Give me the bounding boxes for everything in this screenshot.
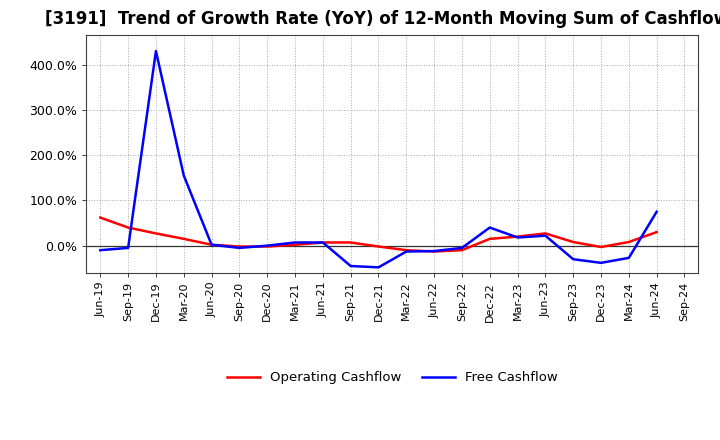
Free Cashflow	[374, 265, 383, 270]
Free Cashflow	[152, 48, 161, 54]
Operating Cashflow	[597, 244, 606, 249]
Operating Cashflow	[124, 225, 132, 230]
Free Cashflow	[458, 245, 467, 250]
Operating Cashflow	[485, 236, 494, 242]
Free Cashflow	[569, 257, 577, 262]
Line: Operating Cashflow: Operating Cashflow	[100, 218, 657, 252]
Operating Cashflow	[346, 240, 355, 245]
Line: Free Cashflow: Free Cashflow	[100, 51, 657, 268]
Operating Cashflow	[374, 244, 383, 249]
Free Cashflow	[96, 248, 104, 253]
Operating Cashflow	[458, 248, 467, 253]
Free Cashflow	[291, 240, 300, 245]
Operating Cashflow	[318, 240, 327, 245]
Free Cashflow	[624, 255, 633, 260]
Operating Cashflow	[179, 236, 188, 242]
Free Cashflow	[235, 245, 243, 250]
Operating Cashflow	[96, 215, 104, 220]
Operating Cashflow	[513, 234, 522, 239]
Free Cashflow	[346, 264, 355, 269]
Operating Cashflow	[430, 249, 438, 254]
Free Cashflow	[485, 225, 494, 230]
Operating Cashflow	[235, 244, 243, 249]
Free Cashflow	[263, 243, 271, 248]
Operating Cashflow	[291, 242, 300, 247]
Legend: Operating Cashflow, Free Cashflow: Operating Cashflow, Free Cashflow	[222, 366, 563, 390]
Operating Cashflow	[569, 239, 577, 245]
Free Cashflow	[124, 245, 132, 250]
Free Cashflow	[207, 242, 216, 247]
Title: [3191]  Trend of Growth Rate (YoY) of 12-Month Moving Sum of Cashflows: [3191] Trend of Growth Rate (YoY) of 12-…	[45, 10, 720, 28]
Free Cashflow	[430, 249, 438, 254]
Free Cashflow	[402, 249, 410, 254]
Operating Cashflow	[402, 248, 410, 253]
Operating Cashflow	[624, 239, 633, 245]
Operating Cashflow	[541, 231, 550, 236]
Free Cashflow	[318, 240, 327, 245]
Free Cashflow	[179, 173, 188, 178]
Operating Cashflow	[652, 229, 661, 235]
Free Cashflow	[597, 260, 606, 265]
Operating Cashflow	[207, 242, 216, 247]
Free Cashflow	[513, 235, 522, 240]
Free Cashflow	[652, 209, 661, 214]
Operating Cashflow	[152, 231, 161, 236]
Free Cashflow	[541, 233, 550, 238]
Operating Cashflow	[263, 244, 271, 249]
